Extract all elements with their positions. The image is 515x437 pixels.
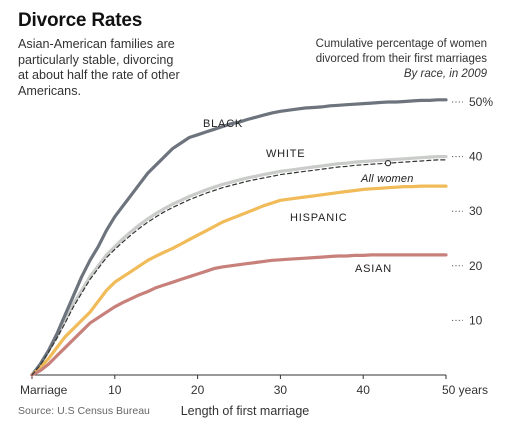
- axis-layer: Marriage 10 20 30 40 50 years 10 20 30 40 50% Lengt…: [20, 95, 493, 418]
- series-line-asian: [30, 253, 448, 377]
- x-tick-label: 30: [274, 383, 288, 397]
- source-note: Source: U.S Census Bureau: [18, 405, 150, 417]
- all-women-marker: [384, 160, 392, 167]
- chart-title: Divorce Rates: [18, 10, 143, 31]
- series-label-black: BLACK: [203, 118, 243, 130]
- y-tick-label: 40: [469, 150, 483, 164]
- subtitle-line: at about half the rate of other: [18, 68, 180, 82]
- y-tick-label: 10: [469, 313, 483, 327]
- label-layer: BLACK WHITE All women HISPANIC ASIAN: [203, 118, 414, 275]
- subtitle-line: Asian-American families are: [18, 37, 175, 51]
- series-label-white: WHITE: [266, 148, 305, 160]
- x-axis-label: Length of first marriage: [181, 404, 310, 418]
- series-line-black: [30, 98, 448, 377]
- caption-line: Cumulative percentage of women: [315, 38, 487, 50]
- series-line-all-women: [31, 159, 447, 376]
- chart-caption: Cumulative percentage of women divorced …: [316, 37, 487, 82]
- series-label-hispanic: HISPANIC: [290, 212, 348, 224]
- x-tick-label: Marriage: [20, 383, 68, 397]
- series-line-white: [30, 155, 448, 377]
- y-tick-label: 50%: [469, 95, 493, 109]
- y-tick-label: 30: [469, 204, 483, 218]
- series-label-all-women: All women: [360, 173, 414, 185]
- series-label-asian: ASIAN: [355, 263, 392, 275]
- x-tick-label: 50 years: [442, 383, 488, 397]
- x-tick-label: 10: [108, 383, 122, 397]
- x-tick-label: 40: [357, 383, 371, 397]
- x-tick-label: 20: [191, 383, 205, 397]
- series-line-hispanic: [30, 184, 448, 377]
- y-tick-label: 20: [469, 259, 483, 273]
- caption-italic: By race, in 2009: [403, 68, 487, 80]
- subtitle-line: particularly stable, divorcing: [18, 52, 174, 67]
- subtitle-line: Americans.: [18, 83, 81, 98]
- chart-subtitle: Asian-American families are particularly…: [18, 37, 218, 99]
- caption-line: divorced from their first marriages: [315, 53, 487, 65]
- series-layer: [30, 98, 448, 377]
